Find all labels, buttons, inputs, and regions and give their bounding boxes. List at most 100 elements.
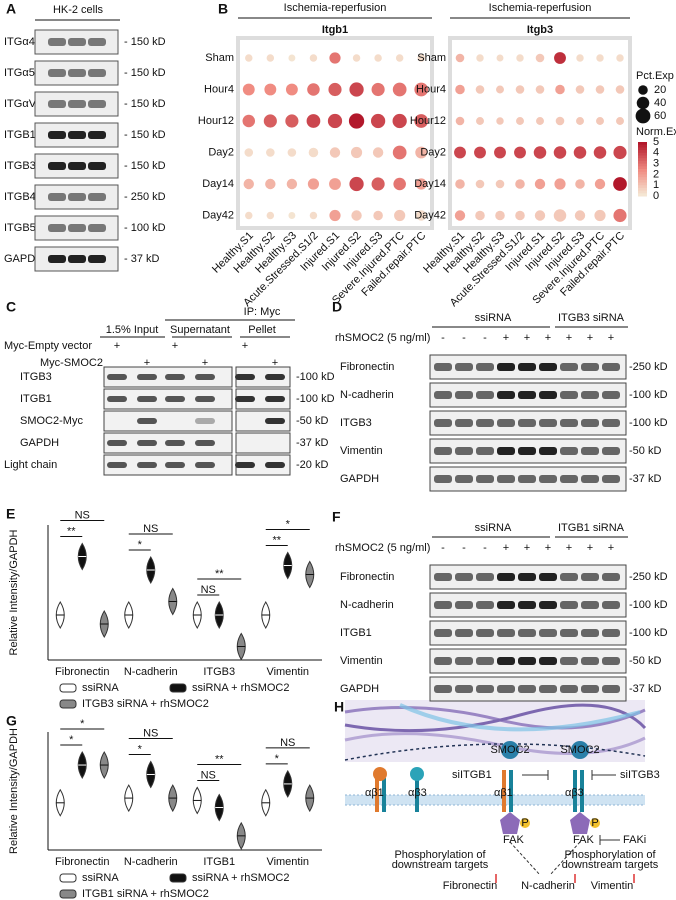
dot (596, 117, 604, 125)
blot-band (68, 131, 86, 139)
blot-band (602, 391, 620, 399)
blot-band (497, 419, 515, 427)
dot (371, 177, 385, 191)
row-label: Sham (417, 52, 446, 64)
dot (554, 52, 566, 64)
lane-sign: + (503, 542, 509, 554)
dot (576, 54, 584, 62)
row-label: N-cadherin (340, 599, 394, 611)
dot (533, 146, 547, 159)
ip-label: IP: Myc (244, 306, 281, 318)
blot-band (434, 363, 452, 371)
blot-band (560, 447, 578, 455)
x-tick-label: Fibronectin (55, 666, 109, 678)
lane-sign: + (566, 332, 572, 344)
dot (417, 54, 425, 62)
blot-band (476, 391, 494, 399)
panel-letter: D (332, 299, 342, 315)
dot (616, 54, 624, 62)
sig-label: ** (215, 753, 224, 765)
dot (593, 146, 607, 159)
group-label: ITGB3 siRNA (558, 312, 625, 324)
row-label: Fibronectin (340, 361, 394, 373)
blot-band (137, 396, 157, 402)
lane-sign: + (524, 332, 530, 344)
dot (373, 210, 383, 221)
dot (393, 177, 406, 191)
blot-band (602, 573, 620, 581)
dot (245, 54, 253, 62)
panel-letter: E (6, 506, 15, 522)
sig-label: * (138, 539, 143, 551)
dot (534, 178, 546, 190)
treatment-label: rhSMOC2 (5 ng/ml) (335, 332, 430, 344)
dot (395, 54, 404, 62)
dot (496, 54, 504, 62)
blot-band (165, 462, 185, 468)
blot-band (48, 131, 66, 139)
blot-band (602, 601, 620, 609)
colorbar-tick: 4 (653, 147, 659, 159)
row-label: Fibronectin (340, 571, 394, 583)
panel-title: HK-2 cells (53, 4, 104, 16)
blot-band (518, 447, 536, 455)
dot (266, 211, 275, 220)
dot (494, 146, 506, 159)
sig-label: NS (75, 509, 90, 521)
row-label: ITGα4 (4, 36, 35, 48)
colorbar-step (638, 142, 647, 146)
blot-band (434, 447, 452, 455)
x-tick-label: N-cadherin (124, 666, 178, 678)
dot (455, 179, 465, 189)
blot-band (455, 391, 473, 399)
row-label: ITGB4 (4, 191, 36, 203)
kd-label: - 150 kD (124, 67, 166, 79)
effect-label: downstream targets (562, 859, 659, 871)
kd-label: -100 kD (629, 389, 668, 401)
blot-band (560, 657, 578, 665)
kd-label: -37 kD (296, 437, 328, 449)
dot (613, 208, 627, 223)
dot (475, 179, 485, 189)
blot-band (88, 224, 106, 232)
dot (575, 85, 585, 94)
dot (244, 148, 254, 157)
colorbar-step (638, 171, 647, 175)
blot-band (455, 447, 473, 455)
panel-letter: C (6, 299, 16, 315)
lane-sign: + (587, 332, 593, 344)
row-label: ITGα5 (4, 67, 35, 79)
colorbar-step (638, 179, 647, 183)
ligand-label: SMOC2 (560, 744, 599, 756)
dot (392, 82, 407, 97)
chart-title: Itgb1 (322, 24, 348, 36)
blot-band (518, 629, 536, 637)
lane-sign: + (545, 542, 551, 554)
blot-band (68, 100, 86, 108)
row-label: Day42 (414, 209, 446, 221)
dot (243, 178, 254, 190)
schematic-background (344, 700, 647, 883)
blot-band (68, 162, 86, 170)
colorbar-step (638, 150, 647, 154)
group-label: ssiRNA (475, 312, 512, 324)
blot-band (48, 100, 66, 108)
row-label: Sham (205, 52, 234, 64)
lane-sign: + (202, 357, 208, 369)
legend-label: ssiRNA (82, 872, 119, 884)
dot (594, 178, 606, 190)
kinase-label: FAK (503, 834, 524, 846)
dot (349, 176, 364, 192)
column-label: Supernatant (170, 324, 230, 336)
dot (307, 178, 320, 190)
dot (394, 209, 406, 222)
colorbar-step (638, 169, 647, 173)
dot (308, 147, 319, 158)
kd-label: - 150 kD (124, 160, 166, 172)
dot (595, 85, 605, 94)
legend-dot (638, 85, 648, 95)
colorbar-tick: 0 (653, 190, 659, 202)
dot (475, 210, 485, 221)
kd-label: -250 kD (629, 571, 668, 583)
kd-label: -100 kD (296, 393, 335, 405)
